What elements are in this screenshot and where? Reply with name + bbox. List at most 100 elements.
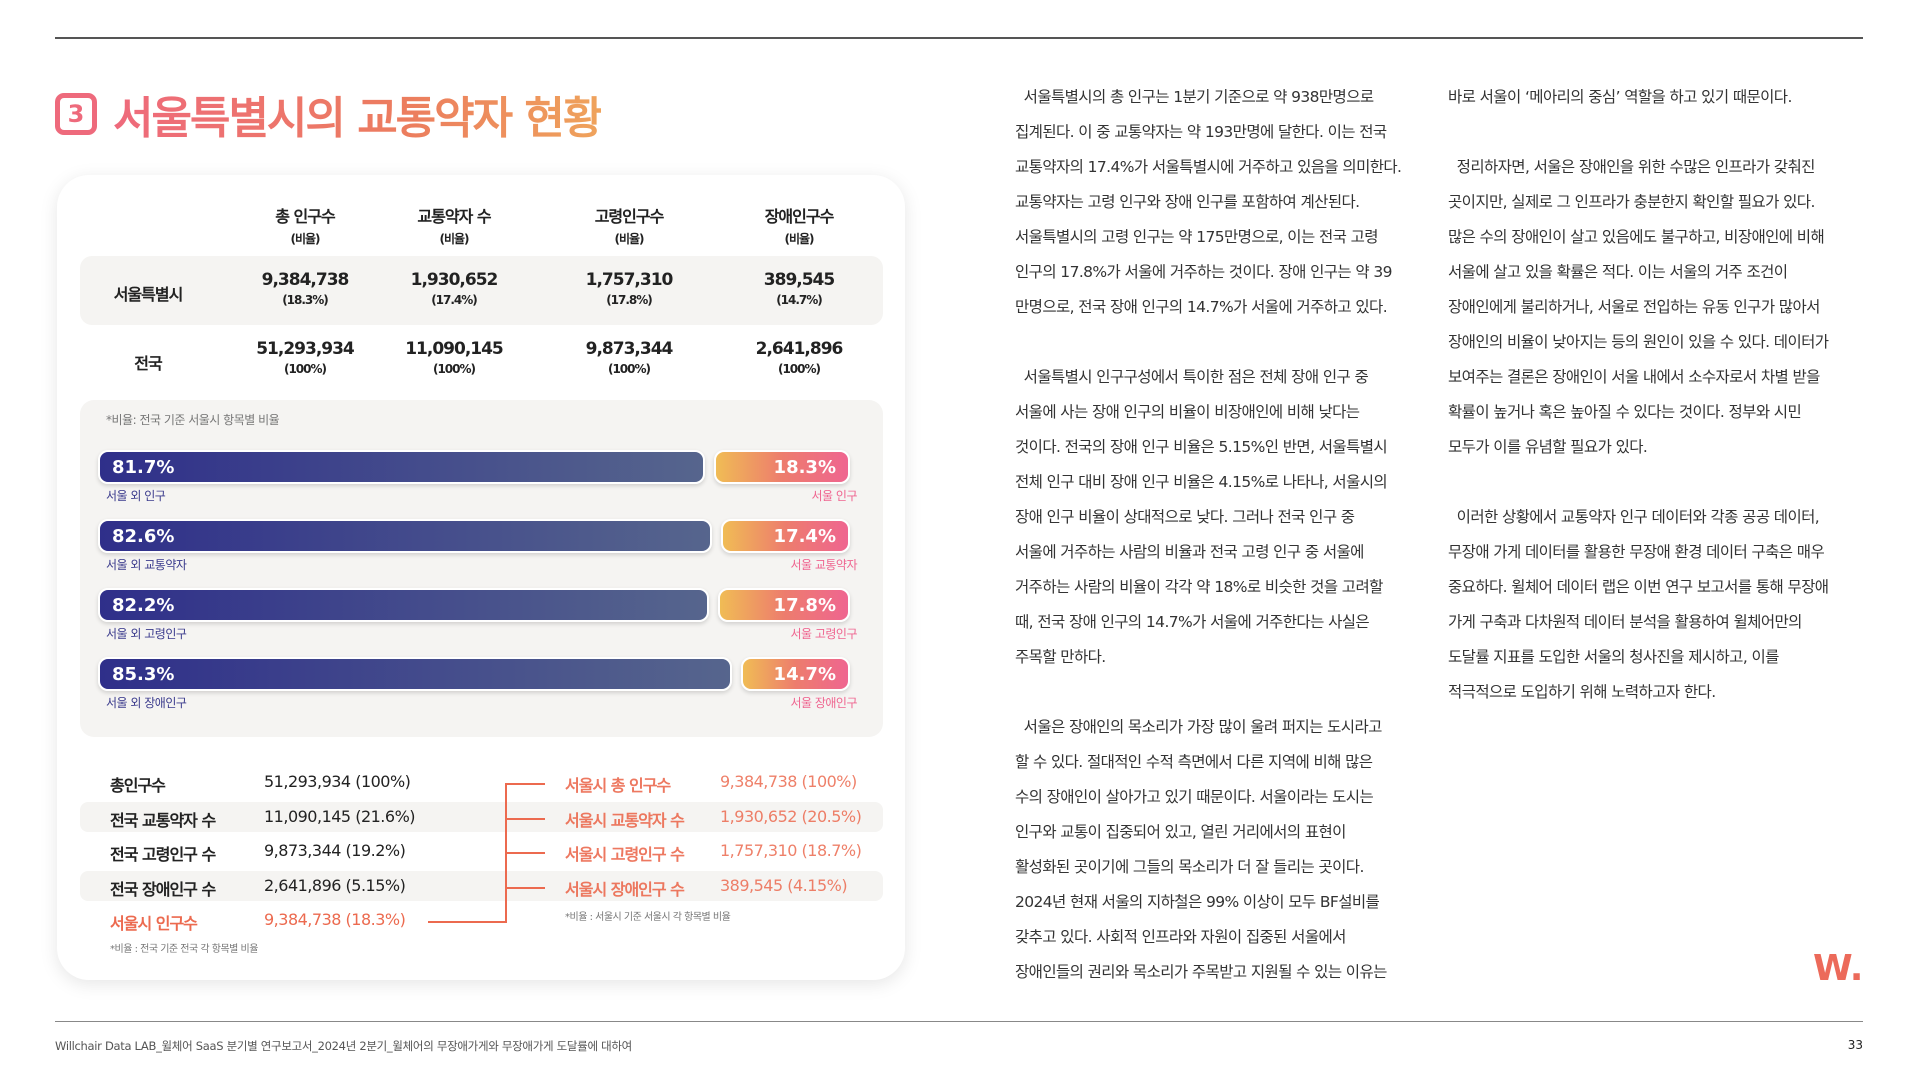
table-cell: 1,757,310 (17.8%): [585, 270, 674, 307]
text-line: 장애인에게 불리하거나, 서울로 전입하는 유동 인구가 많아서: [1448, 298, 1820, 316]
outside-seoul-label: 서울 외 고령인구: [106, 627, 187, 641]
table-cell: 389,545 (14.7%): [763, 270, 835, 307]
seoul-bar: 17.4%: [721, 519, 850, 553]
ratio-note: *비율: 전국 기준 서울시 항목별 비율: [106, 413, 280, 427]
text-line: 많은 수의 장애인이 살고 있음에도 불구하고, 비장애인에 비해: [1448, 228, 1825, 246]
text-line: 집계된다. 이 중 교통약자는 약 193만명에 달한다. 이는 전국: [1015, 123, 1387, 141]
text-line: 곳이지만, 실제로 그 인프라가 충분한지 확인할 필요가 있다.: [1448, 193, 1815, 211]
seoul-list-label: 서울시 총 인구수: [565, 776, 671, 795]
text-line: 서울특별시의 총 인구는 1분기 기준으로 약 938만명으로: [1015, 88, 1374, 106]
text-line: 활성화된 곳이기에 그들의 목소리가 더 잘 들리는 곳이다.: [1015, 858, 1364, 876]
text-line: 2024년 현재 서울의 지하철은 99% 이상이 모두 BF설비를: [1015, 893, 1380, 911]
page-number: 33: [1847, 1038, 1863, 1052]
list-value: 2,641,896 (5.15%): [264, 875, 406, 895]
connector-vertical: [505, 783, 507, 923]
seoul-label: 서울 교통약자: [790, 558, 857, 572]
stats-card: 총 인구수 (비율) 교통약자 수 (비율) 고령인구수 (비율) 장애인구수 (비율)…: [57, 175, 905, 980]
seoul-list-label: 서울시 교통약자 수: [565, 810, 685, 830]
seoul-list-value: 1,930,652 (20.5%): [720, 806, 862, 826]
col-header-disabled: 장애인구수 (비율): [764, 207, 835, 246]
list-label: 전국 고령인구 수: [110, 845, 216, 864]
list-value: 9,384,738 (18.3%): [264, 910, 406, 929]
paragraph-gap: [1015, 325, 1401, 360]
footer-divider: [55, 1021, 1863, 1022]
section-number-badge: 3: [55, 93, 97, 135]
list-label: 서울시 인구수: [110, 914, 198, 933]
connector-tick: [505, 852, 545, 854]
text-line: 주목할 만하다.: [1015, 648, 1106, 666]
top-divider: [55, 37, 1863, 39]
seoul-list-value: 9,384,738 (100%): [720, 772, 857, 791]
col-header-elderly: 고령인구수 (비율): [594, 207, 665, 246]
willchair-logo: W.: [1813, 948, 1864, 989]
text-line: 것이다. 전국의 장애 인구 비율은 5.15%인 반면, 서울특별시: [1015, 438, 1388, 456]
list-label: 전국 교통약자 수: [110, 810, 216, 830]
connector-seoul: [428, 921, 507, 923]
text-line: 장애 인구 비율이 상대적으로 낮다. 그러나 전국 인구 중: [1015, 508, 1355, 526]
table-cell: 1,930,652 (17.4%): [410, 270, 499, 307]
seoul-row-band: [80, 256, 883, 325]
text-line: 장애인들의 권리와 목소리가 주목받고 지원될 수 있는 이유는: [1015, 963, 1387, 981]
text-line: 장애인의 비율이 낮아지는 등의 원인이 있을 수 있다. 데이터가: [1448, 333, 1829, 351]
text-line: 교통약자는 고령 인구와 장애 인구를 포함하여 계산된다.: [1015, 193, 1360, 211]
text-line: 수의 장애인이 살아가고 있기 때문이다. 서울이라는 도시는: [1015, 788, 1374, 806]
text-line: 중요하다. 윌체어 데이터 랩은 이번 연구 보고서를 통해 무장애: [1448, 578, 1829, 596]
text-line: 갖추고 있다. 사회적 인프라와 자원이 집중된 서울에서: [1015, 928, 1346, 946]
seoul-bar: 17.8%: [718, 588, 850, 622]
row-label-seoul: 서울특별시: [113, 285, 184, 304]
text-line: 때, 전국 장애 인구의 14.7%가 서울에 거주한다는 사실은: [1015, 613, 1370, 631]
paragraph-gap: [1448, 115, 1828, 150]
text-line: 서울에 거주하는 사람의 비율과 전국 고령 인구 중 서울에: [1015, 543, 1364, 561]
text-line: 모두가 이를 유념할 필요가 있다.: [1448, 438, 1648, 456]
left-note: *비율 : 전국 기준 전국 각 항목별 비율: [110, 944, 258, 955]
text-line: 보여주는 결론은 장애인이 서울 내에서 소수자로서 차별 받을: [1448, 368, 1820, 386]
seoul-bar: 18.3%: [714, 450, 850, 484]
text-line: 서울은 장애인의 목소리가 가장 많이 울려 퍼지는 도시라고: [1015, 718, 1383, 736]
list-row-band: [80, 801, 883, 832]
seoul-list-label: 서울시 고령인구 수: [565, 845, 685, 864]
page-title: 3 서울특별시의 교통약자 현황: [55, 82, 603, 146]
outside-seoul-label: 서울 외 인구: [106, 489, 166, 503]
text-line: 도달률 지표를 도입한 서울의 청사진을 제시하고, 이를: [1448, 648, 1779, 666]
text-line: 적극적으로 도입하기 위해 노력하고자 한다.: [1448, 683, 1716, 701]
text-line: 서울에 사는 장애 인구의 비율이 비장애인에 비해 낮다는: [1015, 403, 1360, 421]
text-line: 무장애 가게 데이터를 활용한 무장애 환경 데이터 구축은 매우: [1448, 543, 1825, 561]
outside-seoul-label: 서울 외 장애인구: [106, 696, 187, 710]
list-label: 전국 장애인구 수: [110, 879, 216, 899]
list-value: 11,090,145 (21.6%): [264, 806, 416, 826]
seoul-label: 서울 고령인구: [790, 627, 857, 641]
outside-seoul-bar: 82.2%: [98, 588, 709, 622]
list-row-band: [80, 870, 883, 901]
text-line: 전체 인구 대비 장애 인구 비율은 4.15%로 나타나, 서울시의: [1015, 473, 1388, 491]
outside-seoul-bar: 82.6%: [98, 519, 712, 553]
text-line: 정리하자면, 서울은 장애인을 위한 수많은 인프라가 갖춰진: [1448, 158, 1816, 176]
ratio-bars-panel: *비율: 전국 기준 서울시 항목별 비율 81.7% 18.3% 서울 외 인구 서…: [80, 400, 883, 737]
paragraph-gap: [1448, 465, 1828, 500]
list-label: 총인구수: [110, 776, 166, 795]
text-line: 인구의 17.8%가 서울에 거주하는 것이다. 장애 인구는 약 39: [1015, 263, 1393, 281]
text-line: 이러한 상황에서 교통약자 인구 데이터와 각종 공공 데이터,: [1448, 508, 1820, 526]
seoul-list-value: 389,545 (4.15%): [720, 875, 848, 895]
row-label-national: 전국: [134, 354, 162, 373]
table-cell: 11,090,145 (100%): [405, 339, 504, 376]
text-line: 서울특별시의 고령 인구는 약 175만명으로, 이는 전국 고령: [1015, 228, 1379, 246]
text-line: 인구와 교통이 집중되어 있고, 열린 거리에서의 표현이: [1015, 823, 1346, 841]
connector-tick: [505, 783, 545, 785]
text-line: 바로 서울이 ‘메아리의 중심’ 역할을 하고 있기 때문이다.: [1448, 88, 1792, 106]
text-column-2: 바로 서울이 ‘메아리의 중심’ 역할을 하고 있기 때문이다. 정리하자면, …: [1448, 80, 1829, 710]
table-cell: 9,384,738 (18.3%): [261, 270, 350, 307]
table-cell: 9,873,344 (100%): [585, 339, 674, 376]
connector-tick: [505, 817, 545, 820]
text-line: 서울에 살고 있을 확률은 적다. 이는 서울의 거주 조건이: [1448, 263, 1788, 281]
list-value: 9,873,344 (19.2%): [264, 841, 406, 860]
seoul-list-label: 서울시 장애인구 수: [565, 879, 685, 899]
list-value: 51,293,934 (100%): [264, 772, 411, 791]
text-line: 할 수 있다. 절대적인 수적 측면에서 다른 지역에 비해 많은: [1015, 753, 1373, 771]
title-text: 서울특별시의 교통약자 현황: [113, 82, 603, 146]
footer-text: Willchair Data LAB_윌체어 SaaS 분기별 연구보고서_20…: [55, 1039, 632, 1053]
text-line: 가게 구축과 다차원적 데이터 분석을 활용하여 윌체어만의: [1448, 613, 1802, 631]
text-line: 서울특별시 인구구성에서 특이한 점은 전체 장애 인구 중: [1015, 368, 1369, 386]
col-header-total: 총 인구수 (비율): [275, 207, 335, 246]
table-cell: 51,293,934 (100%): [256, 339, 355, 376]
